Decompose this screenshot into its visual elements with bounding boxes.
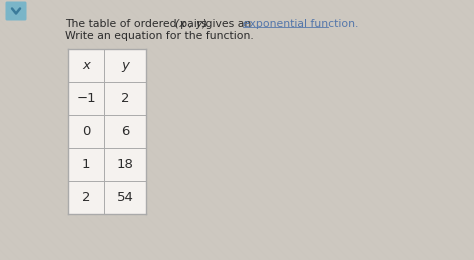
Text: Write an equation for the function.: Write an equation for the function. (65, 31, 254, 41)
Text: The table of ordered pairs: The table of ordered pairs (65, 19, 210, 29)
Text: 6: 6 (121, 125, 129, 138)
Text: x: x (82, 59, 90, 72)
Bar (68, 49, 146, 214)
Text: 1: 1 (82, 158, 90, 171)
Text: 2: 2 (82, 191, 90, 204)
Text: 18: 18 (117, 158, 134, 171)
Text: 0: 0 (82, 125, 90, 138)
Text: 2: 2 (121, 92, 129, 105)
Text: exponential function.: exponential function. (243, 19, 358, 29)
Text: gives an: gives an (202, 19, 255, 29)
Text: y: y (121, 59, 129, 72)
Text: −1: −1 (76, 92, 96, 105)
Text: 54: 54 (117, 191, 134, 204)
Text: (x , y): (x , y) (174, 19, 206, 29)
FancyBboxPatch shape (6, 2, 27, 21)
